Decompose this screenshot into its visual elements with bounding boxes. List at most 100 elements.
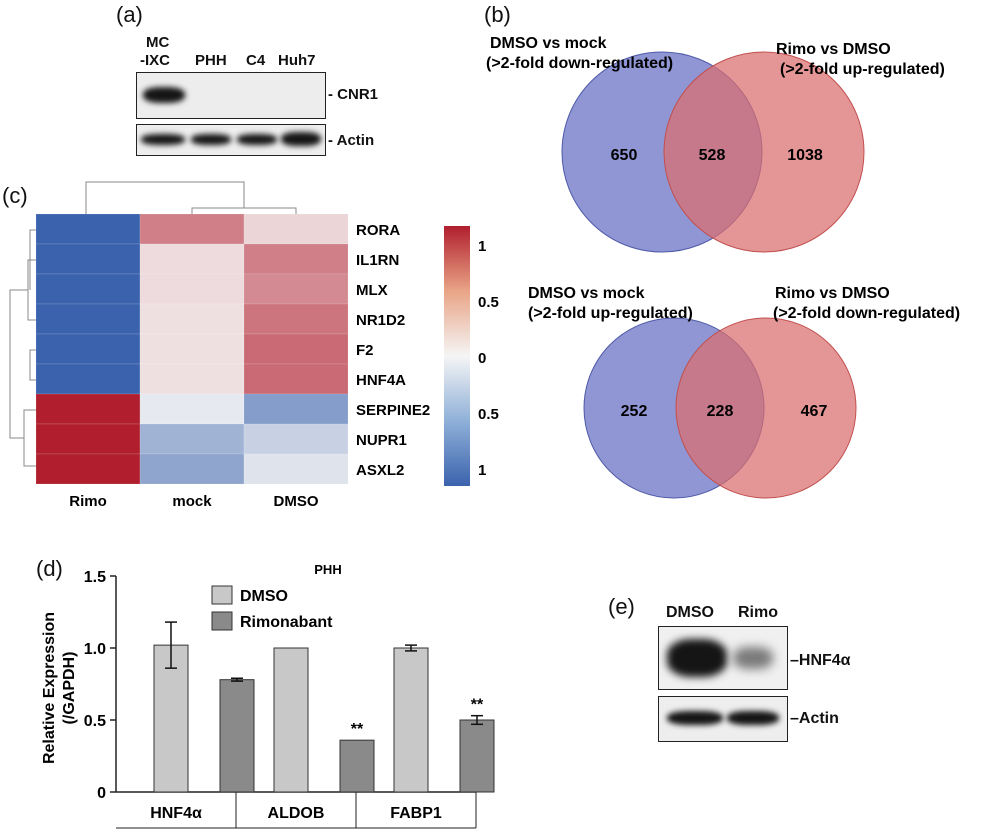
bar-rimonabant-2 [459, 719, 495, 793]
actin-blot-a [136, 124, 326, 156]
hnf4a-label: –HNF4α [790, 652, 851, 669]
hnf4a-blot [658, 626, 788, 690]
colorbar-tick-4: 1 [478, 462, 486, 479]
hnf4a-band-dmso [667, 639, 727, 677]
actin-e-band-rimo [727, 711, 779, 725]
actin-band-1 [141, 134, 185, 145]
heatmap-cell-mlx-dmso [243, 273, 349, 305]
heatmap-row-label-il1rn: IL1RN [356, 252, 399, 269]
colorbar-tick-3: 0.5 [478, 406, 499, 423]
heatmap-row-label-asxl2: ASXL2 [356, 462, 404, 479]
panel-label-d: (d) [36, 556, 63, 581]
lane-label-rimo: Rimo [738, 604, 778, 621]
heatmap-column-label-dmso: DMSO [274, 493, 319, 510]
actin-band-2 [191, 134, 231, 145]
panel-label-b: (b) [484, 2, 511, 27]
x-category-label-2: FABP1 [390, 805, 442, 822]
column-dendrogram [85, 181, 297, 214]
heatmap-cell-rora-rimo [35, 213, 141, 245]
x-category-label-1: ALDOB [268, 805, 325, 822]
panel-label-c: (c) [2, 183, 28, 208]
y-axis-label-line1: Relative Expression [41, 612, 58, 764]
bar-dmso-1 [273, 647, 309, 793]
row-dendrogram [9, 229, 36, 467]
heatmap-cell-il1rn-dmso [243, 243, 349, 275]
heatmap-row-label-nupr1: NUPR1 [356, 432, 407, 449]
heatmap-column-label-rimo: Rimo [69, 493, 107, 510]
bar-chart-title: PHH [314, 562, 341, 577]
heatmap-cell-hnf4a-rimo [35, 363, 141, 395]
colorbar-tick-2: 0 [478, 350, 486, 367]
y-tick-label-3: 1.5 [84, 569, 106, 586]
actin-e-band-dmso [667, 711, 723, 725]
bar-legend: DMSO Rimonabant [211, 585, 333, 631]
legend-swatch-rimonabant [211, 611, 233, 631]
cnr1-label: - CNR1 [328, 86, 379, 103]
bar-marks: ** ** [153, 621, 495, 793]
heatmap-column-label-mock: mock [172, 493, 212, 510]
hnf4a-band-rimo [733, 647, 773, 669]
lane-label-huh7: Huh7 [278, 52, 316, 69]
lane-label-phh: PHH [195, 52, 227, 69]
heatmap-cell-mlx-rimo [35, 273, 141, 305]
cnr1-blot [136, 72, 326, 119]
x-category-label-0: HNF4α [150, 805, 202, 822]
heatmap-row-label-f2: F2 [356, 342, 374, 359]
heatmap-cell-asxl2-rimo [35, 453, 141, 485]
heatmap-cell-rora-dmso [243, 213, 349, 245]
heatmap-cell-mlx-mock [139, 273, 245, 305]
heatmap-cell-nupr1-dmso [243, 423, 349, 455]
legend-swatch-dmso [211, 585, 233, 605]
heatmap-row-label-mlx: MLX [356, 282, 388, 299]
heatmap-cell-serpine2-dmso [243, 393, 349, 425]
y-axis-label-line2: (/GAPDH) [61, 652, 78, 725]
bar-rimonabant-1 [339, 739, 375, 793]
heatmap-row-label-nr1d2: NR1D2 [356, 312, 405, 329]
colorbar-tick-1: 0.5 [478, 294, 499, 311]
y-tick-label-0: 0 [97, 785, 106, 802]
heatmap-cell-nr1d2-dmso [243, 303, 349, 335]
legend-label-dmso: DMSO [240, 588, 288, 605]
heatmap-cell-rora-mock [139, 213, 245, 245]
heatmap-row-labels: RORA IL1RN MLX NR1D2 F2 HNF4A SERPINE2 NUPR1 ASX… [356, 222, 430, 479]
heatmap-cell-il1rn-mock [139, 243, 245, 275]
legend-label-rimonabant: Rimonabant [240, 614, 333, 631]
significance-2: ** [471, 697, 484, 714]
lane-label-mc-line1: MC [146, 34, 170, 51]
heatmap-cell-il1rn-rimo [35, 243, 141, 275]
colorbar [444, 226, 470, 486]
lane-label-dmso: DMSO [666, 604, 714, 621]
heatmap-row-label-rora: RORA [356, 222, 400, 239]
heatmap-cell-nr1d2-rimo [35, 303, 141, 335]
bar-dmso-0 [153, 644, 189, 793]
cnr1-band-mc-ixc [143, 87, 185, 103]
bar-dmso-2 [393, 647, 429, 793]
panel-label-a: (a) [116, 2, 143, 27]
lane-label-mc-line2: -IXC [140, 52, 170, 69]
heatmap-cell-hnf4a-mock [139, 363, 245, 395]
heatmap-cell-asxl2-dmso [243, 453, 349, 485]
y-tick-label-2: 1.0 [84, 641, 106, 658]
bar-rimonabant-0 [219, 679, 255, 793]
heatmap-cell-nupr1-mock [139, 423, 245, 455]
lane-label-c4: C4 [246, 52, 266, 69]
heatmap-cell-nr1d2-mock [139, 303, 245, 335]
actin-band-3 [237, 134, 277, 145]
heatmap-column-labels: Rimo mock DMSO [69, 493, 319, 510]
heatmap-cells [35, 213, 349, 485]
actin-label-e: –Actin [790, 710, 839, 727]
heatmap-row-label-hnf4a: HNF4A [356, 372, 406, 389]
panel-label-e: (e) [608, 594, 635, 619]
heatmap-cell-serpine2-mock [139, 393, 245, 425]
heatmap-cell-asxl2-mock [139, 453, 245, 485]
heatmap-row-label-serpine2: SERPINE2 [356, 402, 430, 419]
significance-1: ** [351, 721, 364, 738]
actin-blot-e [658, 696, 788, 742]
actin-label-a: - Actin [328, 132, 375, 149]
actin-band-4 [281, 132, 321, 146]
y-tick-label-1: 0.5 [84, 713, 106, 730]
colorbar-tick-0: 1 [478, 238, 486, 255]
colorbar-ticks: 1 0.5 0 0.5 1 [478, 238, 499, 479]
